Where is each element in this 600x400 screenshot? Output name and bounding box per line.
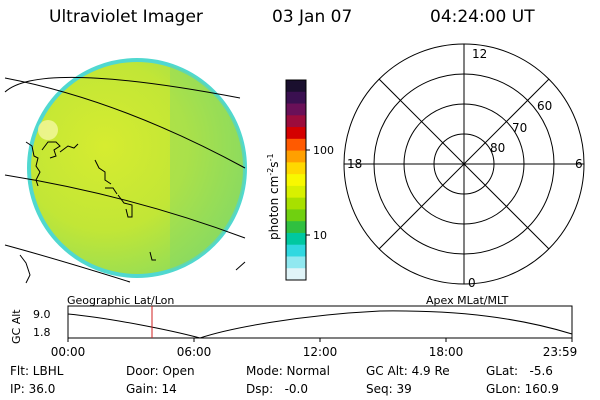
altitude-xtick-label: 06:00 [177,345,212,359]
colorbar-swatch [286,103,306,116]
time-label: 04:24:00 UT [430,7,535,27]
colorbar-swatch [286,209,306,222]
colorbar [286,80,306,281]
seq-label: Seq: 39 [366,382,412,396]
door-label: Door: Open [126,364,195,378]
colorbar-swatch [286,174,306,187]
altitude-ylabel: GC Alt [10,309,23,344]
colorbar-swatch [286,80,306,93]
flt-label: Flt: LBHL [10,364,64,378]
colorbar-swatch [286,268,306,281]
mlat-label-70: 70 [512,121,527,135]
mlat-label-80: 80 [490,141,505,155]
mode-label: Mode: Normal [246,364,330,378]
altitude-plot-frame [67,305,573,339]
instrument-title: Ultraviolet Imager [49,7,203,27]
altitude-ymax: 9.0 [33,308,51,321]
gain-label: Gain: 14 [126,382,177,396]
mlt-label-6: 6 [575,157,583,171]
glat-label: GLat: -5.6 [486,364,553,378]
geographic-label: Geographic Lat/Lon [67,294,174,307]
colorbar-swatch [286,150,306,163]
glon-label: GLon: 160.9 [486,382,559,396]
coastlines [19,141,156,284]
colorbar-swatch [286,232,306,246]
mlt-label-0: 0 [468,276,476,290]
colorbar-swatch [286,127,306,140]
colorbar-swatch [286,115,306,128]
colorbar-tick-100: 100 [313,144,334,157]
ip-label: IP: 36.0 [10,382,56,396]
mlat-label-60: 60 [537,99,552,113]
colorbar-swatch [286,185,306,199]
dsp-label: Dsp: -0.0 [246,382,309,396]
mlt-label-12: 12 [472,47,487,61]
colorbar-tick-10: 10 [313,229,327,242]
altitude-xtick-label: 23:59 [543,345,578,359]
altitude-xtick-label: 18:00 [429,345,464,359]
date-label: 03 Jan 07 [272,7,353,27]
gc-alt-label: GC Alt: 4.9 Re [366,364,450,378]
apex-label: Apex MLat/MLT [426,294,509,307]
colorbar-swatch [286,221,306,234]
colorbar-swatch [286,138,306,152]
mlt-label-18: 18 [347,157,362,171]
colorbar-swatch [286,197,306,210]
colorbar-swatch [286,256,306,269]
altitude-xtick-label: 12:00 [303,345,338,359]
polar-plot [343,43,585,285]
colorbar-unit: photon cm-2s-1 [266,153,281,240]
altitude-xtick-label: 00:00 [51,345,86,359]
colorbar-swatch [286,91,306,105]
colorbar-swatch [286,162,306,175]
altitude-ymin: 1.8 [33,326,51,339]
colorbar-swatch [286,244,306,257]
altitude-curve [67,310,573,339]
